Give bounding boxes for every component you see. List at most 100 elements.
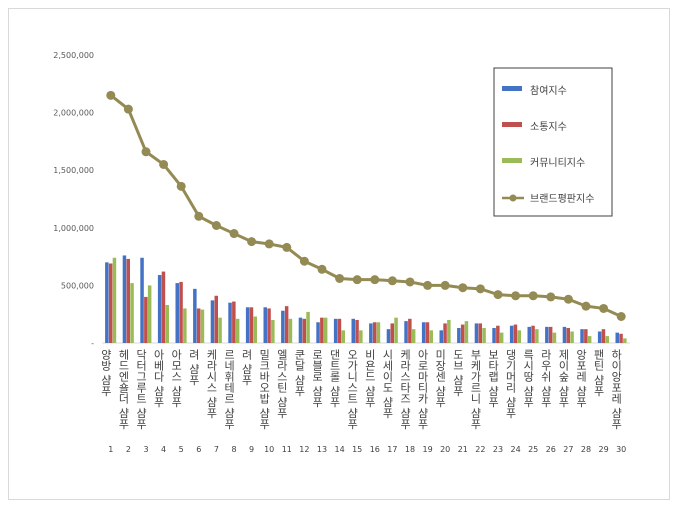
- x-category-label: 밀크바오밥 샴푸: [258, 349, 271, 430]
- bar-커뮤니티지수: [271, 319, 275, 343]
- bar-소통지수: [179, 281, 183, 343]
- bar-커뮤니티지수: [552, 332, 557, 343]
- x-rank-label: 27: [563, 445, 573, 454]
- bar-커뮤니티지수: [235, 318, 240, 343]
- x-rank-label: 22: [475, 445, 485, 454]
- point-브랜드평판지수: [299, 256, 309, 266]
- x-category-label: 도브 샴푸: [451, 349, 464, 397]
- point-브랜드평판지수: [387, 276, 397, 286]
- bar-참여지수: [298, 317, 303, 343]
- point-브랜드평판지수: [194, 211, 204, 221]
- x-rank-label: 23: [493, 445, 503, 454]
- bar-소통지수: [496, 325, 500, 343]
- point-브랜드평판지수: [352, 275, 362, 285]
- x-rank-label: 7: [214, 445, 219, 454]
- point-브랜드평판지수: [528, 291, 538, 301]
- x-rank-label: 26: [546, 445, 556, 454]
- bar-참여지수: [509, 325, 514, 343]
- bar-소통지수: [267, 308, 271, 343]
- bar-참여지수: [122, 255, 127, 343]
- bar-커뮤니티지수: [499, 332, 504, 343]
- x-category-label: 앙포레 샴푸: [575, 349, 588, 408]
- x-category-label: 라우쉬 샴푸: [539, 349, 552, 408]
- x-category-label: 댕기머리 샴푸: [504, 349, 517, 419]
- point-브랜드평판지수: [159, 159, 169, 169]
- point-브랜드평판지수: [176, 181, 186, 191]
- point-브랜드평판지수: [599, 303, 609, 313]
- x-category-label: 시세이도 샴푸: [381, 349, 394, 419]
- bar-참여지수: [210, 300, 215, 343]
- bar-커뮤니티지수: [200, 309, 205, 343]
- x-rank-label: 19: [423, 445, 433, 454]
- x-category-label: 팬틴 샴푸: [592, 349, 605, 397]
- point-브랜드평판지수: [405, 277, 415, 287]
- x-rank-label: 2: [126, 445, 131, 454]
- x-rank-label: 20: [440, 445, 450, 454]
- x-category-label: 륵시땅 샴푸: [522, 349, 535, 408]
- x-rank-label: 9: [249, 445, 254, 454]
- legend-label: 커뮤니티지수: [530, 157, 585, 169]
- x-rank-label: 15: [352, 445, 362, 454]
- bar-참여지수: [193, 288, 197, 343]
- bar-커뮤니티지수: [623, 338, 627, 343]
- x-rank-label: 1: [108, 445, 113, 454]
- bar-참여지수: [404, 321, 408, 343]
- bar-참여지수: [351, 318, 355, 343]
- x-category-label: 려 샴푸: [240, 349, 253, 386]
- x-rank-label: 17: [387, 445, 397, 454]
- bar-참여지수: [492, 328, 496, 343]
- bar-커뮤니티지수: [218, 317, 222, 343]
- bar-참여지수: [545, 326, 549, 343]
- y-tick-label: 500,000: [61, 281, 94, 290]
- x-category-label: 아베다 샴푸: [152, 349, 165, 408]
- x-rank-label: 6: [196, 445, 201, 454]
- bar-소통지수: [619, 333, 623, 343]
- x-category-label: 제이숲 샴푸: [557, 349, 570, 408]
- bar-참여지수: [369, 323, 373, 343]
- bar-커뮤니티지수: [130, 283, 134, 343]
- bar-커뮤니티지수: [341, 330, 345, 343]
- bar-소통지수: [337, 318, 342, 343]
- x-category-label: 보타랩 샴푸: [487, 349, 500, 408]
- point-브랜드평판지수: [106, 90, 116, 100]
- bar-참여지수: [439, 330, 443, 343]
- x-rank-label: 21: [458, 445, 468, 454]
- bar-소통지수: [408, 318, 412, 343]
- bar-소통지수: [144, 296, 148, 343]
- x-category-label: 쿤달 샴푸: [293, 349, 306, 397]
- x-category-label: 오가니스트 샴푸: [346, 349, 359, 430]
- point-브랜드평판지수: [282, 242, 292, 252]
- y-tick-label: 2,000,000: [53, 109, 94, 118]
- point-브랜드평판지수: [616, 312, 626, 322]
- x-rank-label: 8: [231, 445, 236, 454]
- bar-커뮤니티지수: [482, 328, 486, 343]
- bar-참여지수: [421, 322, 426, 343]
- bar-참여지수: [457, 328, 461, 343]
- point-브랜드평판지수: [229, 229, 239, 239]
- bar-커뮤니티지수: [464, 321, 469, 343]
- x-category-label: 비욘드 샴푸: [363, 349, 376, 408]
- x-category-label: 케라시스 샴푸: [205, 349, 218, 419]
- legend-box: [493, 67, 613, 217]
- x-rank-label: 24: [511, 445, 521, 454]
- bar-커뮤니티지수: [605, 336, 609, 343]
- point-브랜드평판지수: [247, 237, 257, 247]
- x-rank-label: 12: [299, 445, 309, 454]
- legend-swatch-커뮤니티지수: [502, 158, 522, 163]
- point-브랜드평판지수: [475, 284, 485, 294]
- bar-참여지수: [175, 283, 179, 343]
- y-tick-label: -: [91, 339, 94, 348]
- x-category-label: 하이앙포레 샴푸: [610, 348, 623, 430]
- bar-참여지수: [474, 323, 479, 343]
- x-rank-label: 28: [581, 445, 591, 454]
- x-rank-label: 14: [335, 445, 345, 454]
- point-브랜드평판지수: [563, 294, 573, 304]
- bar-소통지수: [284, 306, 289, 343]
- bar-참여지수: [597, 331, 602, 343]
- x-rank-label: 30: [616, 445, 626, 454]
- bar-소통지수: [548, 326, 553, 343]
- point-브랜드평판지수: [581, 301, 591, 311]
- bar-참여지수: [105, 262, 109, 343]
- y-tick-label: 1,500,000: [53, 166, 94, 175]
